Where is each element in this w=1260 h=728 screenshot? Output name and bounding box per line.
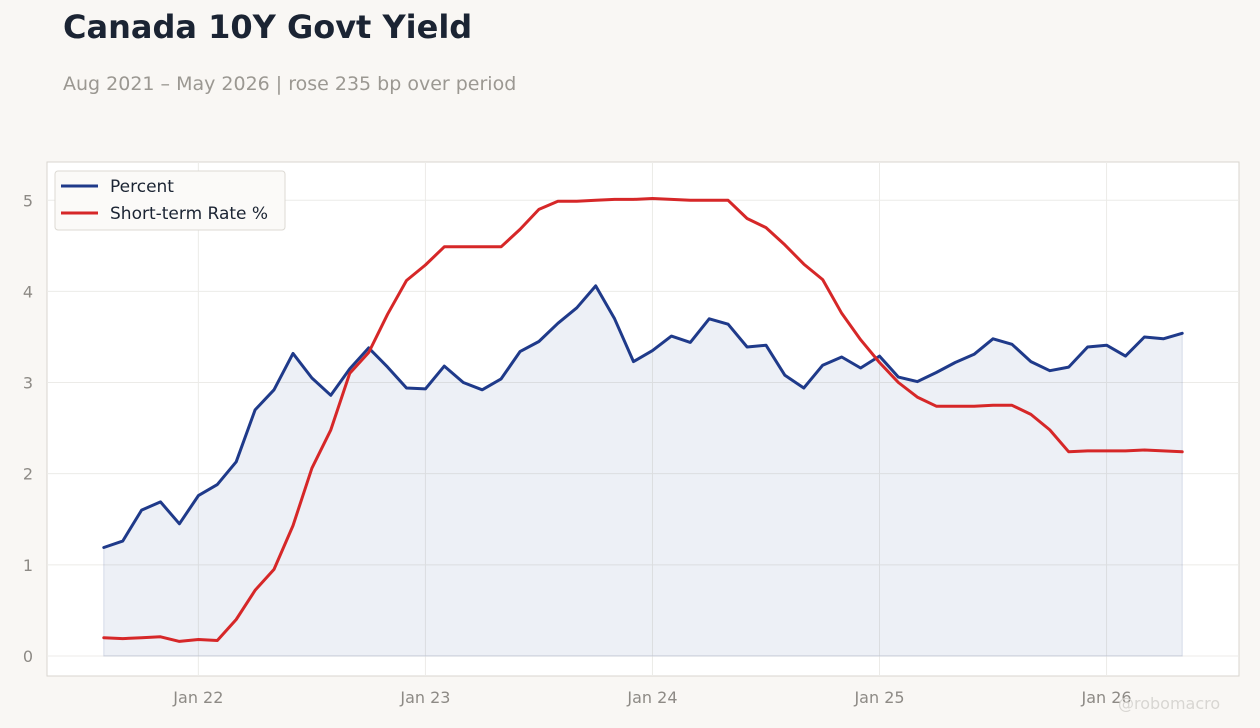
x-tick-label: Jan 25 [853, 688, 904, 707]
y-tick-label: 4 [23, 282, 33, 301]
series-line-1 [102, 197, 1184, 643]
y-tick-label: 3 [23, 374, 33, 393]
legend-label-short-term-rate: Short-term Rate % [110, 204, 268, 224]
watermark: @robomacro [1118, 694, 1221, 713]
legend-label-percent: Percent [110, 177, 174, 197]
series-lines [102, 197, 1184, 643]
series-line-0 [102, 284, 1184, 549]
grid-lines [47, 162, 1239, 676]
chart-subtitle: Aug 2021 – May 2026 | rose 235 bp over p… [63, 73, 517, 95]
x-tick-label: Jan 22 [172, 688, 223, 707]
legend-box [54, 170, 286, 231]
y-tick-label: 5 [23, 191, 33, 210]
y-axis-ticks: 0 1 2 3 4 5 [23, 191, 33, 666]
x-axis-ticks: Jan 22 Jan 23 Jan 24 Jan 25 Jan 26 [172, 688, 1131, 707]
legend: Percent Short-term Rate % [54, 170, 286, 231]
plot-area [46, 161, 1240, 677]
y-tick-label: 0 [23, 647, 33, 666]
x-tick-label: Jan 24 [626, 688, 677, 707]
y-tick-label: 1 [23, 556, 33, 575]
chart-title: Canada 10Y Govt Yield [63, 8, 473, 46]
x-tick-label: Jan 26 [1081, 688, 1132, 707]
y-tick-label: 2 [23, 465, 33, 484]
x-tick-label: Jan 23 [399, 688, 450, 707]
